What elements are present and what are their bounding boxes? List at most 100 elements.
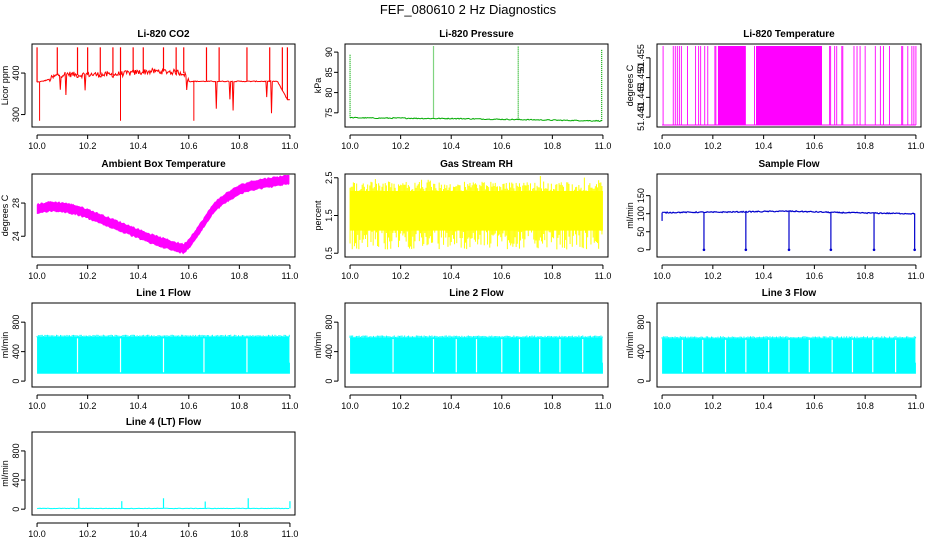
plot-area — [349, 335, 604, 374]
x-tick-label: 10.2 — [704, 271, 722, 281]
y-axis-label: percent — [313, 200, 323, 231]
x-tick-label: 10.0 — [653, 141, 671, 151]
y-tick-label: 800 — [636, 315, 646, 330]
x-tick-label: 10.8 — [856, 141, 874, 151]
x-tick-label: 11.0 — [907, 401, 924, 411]
x-tick-label: 10.6 — [493, 141, 511, 151]
y-tick-label: 0 — [636, 247, 646, 252]
y-tick-label: 0 — [11, 379, 21, 384]
x-tick-label: 11.0 — [282, 529, 299, 539]
y-axis-label: ml/min — [625, 332, 635, 359]
dip-marker-4 — [829, 248, 833, 252]
x-tick-label: 10.2 — [704, 401, 722, 411]
y-tick-label: 28 — [11, 198, 21, 208]
y-tick-label: 0 — [324, 379, 334, 384]
x-tick-label: 11.0 — [282, 401, 299, 411]
x-tick-label: 10.2 — [392, 141, 410, 151]
y-tick-label: 0 — [11, 507, 21, 512]
x-tick-label: 10.4 — [129, 529, 147, 539]
x-tick-label: 10.0 — [341, 271, 359, 281]
x-tick-label: 10.4 — [442, 141, 460, 151]
y-tick-label: 51.440 — [636, 103, 646, 131]
plot-area — [36, 334, 291, 374]
x-tick-label: 10.8 — [231, 529, 249, 539]
x-tick-label: 10.4 — [129, 271, 147, 281]
x-tick-label: 10.0 — [28, 401, 46, 411]
x-tick-label: 11.0 — [595, 141, 612, 151]
dip-marker-5 — [872, 248, 876, 252]
panel-title: Li-820 Temperature — [743, 29, 835, 40]
x-tick-label: 10.8 — [544, 401, 562, 411]
x-tick-label: 10.4 — [755, 141, 773, 151]
panel-6: Sample Flow 10.0 10.2 10.4 10.6 10.8 11.0 0 50 10… — [625, 159, 924, 281]
x-tick-label: 10.6 — [180, 141, 198, 151]
plot-area — [349, 46, 603, 122]
plot-area — [661, 209, 916, 252]
panel-title: Li-820 Pressure — [439, 29, 514, 40]
panel-3: Li-820 Temperature 10.0 10.2 10.4 10.6 10.8 11… — [625, 29, 924, 151]
x-tick-label: 10.8 — [544, 141, 562, 151]
plot-area — [662, 45, 917, 126]
y-axis-label: Licor ppm — [0, 66, 10, 106]
x-tick-label: 10.4 — [755, 401, 773, 411]
y-tick-label: 50 — [636, 227, 646, 237]
plot-frame — [31, 43, 296, 128]
x-tick-label: 11.0 — [282, 271, 299, 281]
y-tick-label: 0 — [636, 379, 646, 384]
x-tick-label: 10.4 — [442, 271, 460, 281]
x-tick-label: 10.2 — [79, 141, 97, 151]
y-tick-label: 2.5 — [324, 172, 334, 185]
panel-2: Li-820 Pressure 10.0 10.2 10.4 10.6 10.8 11.0 7… — [313, 29, 611, 151]
x-tick-label: 10.6 — [180, 271, 198, 281]
y-tick-label: 400 — [11, 473, 21, 488]
plot-frame — [656, 173, 922, 258]
panel-title: Line 1 Flow — [136, 288, 191, 299]
panel-title: Sample Flow — [758, 159, 819, 170]
x-tick-label: 10.0 — [28, 141, 46, 151]
x-tick-label: 10.6 — [180, 529, 198, 539]
panel-9: Line 3 Flow 10.0 10.2 10.4 10.6 10.8 11.0 0 400 8… — [625, 288, 924, 411]
x-tick-label: 10.6 — [180, 401, 198, 411]
dip-marker-3 — [787, 248, 791, 252]
y-tick-label: 85 — [324, 67, 334, 77]
x-tick-label: 10.0 — [653, 401, 671, 411]
x-tick-label: 11.0 — [907, 271, 924, 281]
panel-title: Gas Stream RH — [440, 159, 513, 170]
y-axis-label: ml/min — [313, 332, 323, 359]
x-tick-label: 10.4 — [442, 401, 460, 411]
x-tick-label: 10.2 — [392, 401, 410, 411]
x-tick-label: 11.0 — [595, 401, 612, 411]
plot-area — [36, 47, 290, 121]
dip-marker-6 — [913, 248, 916, 252]
x-tick-label: 10.8 — [544, 271, 562, 281]
plot-frame — [31, 302, 296, 388]
x-tick-label: 10.0 — [341, 401, 359, 411]
y-tick-label: 51.445 — [636, 84, 646, 112]
panel-title: Line 4 (LT) Flow — [126, 417, 202, 428]
y-tick-label: 400 — [11, 344, 21, 359]
x-tick-label: 10.4 — [129, 401, 147, 411]
x-tick-label: 10.8 — [856, 401, 874, 411]
x-tick-label: 10.2 — [704, 141, 722, 151]
x-tick-label: 10.4 — [755, 271, 773, 281]
y-tick-label: 400 — [324, 344, 334, 359]
plot-frame — [656, 43, 922, 128]
y-tick-label: 400 — [11, 66, 21, 81]
plot-area — [37, 498, 291, 510]
x-tick-label: 10.0 — [341, 141, 359, 151]
plot-frame — [344, 302, 609, 388]
panel-5: Gas Stream RH 10.0 10.2 10.4 10.6 10.8 11.0 0.5… — [313, 159, 611, 281]
y-tick-label: 800 — [11, 315, 21, 330]
y-tick-label: 400 — [636, 344, 646, 359]
series-line — [349, 116, 603, 122]
dip-marker-1 — [702, 248, 706, 252]
x-tick-label: 10.2 — [79, 401, 97, 411]
plot-frame — [31, 173, 296, 258]
panel-8: Line 2 Flow 10.0 10.2 10.4 10.6 10.8 11.0 0 400 8… — [313, 288, 611, 411]
panel-10: Line 4 (LT) Flow 10.0 10.2 10.4 10.6 10.8 11.0… — [0, 417, 298, 539]
dense-block-1 — [717, 45, 746, 126]
series-line — [36, 67, 290, 114]
y-tick-label: 150 — [636, 188, 646, 203]
